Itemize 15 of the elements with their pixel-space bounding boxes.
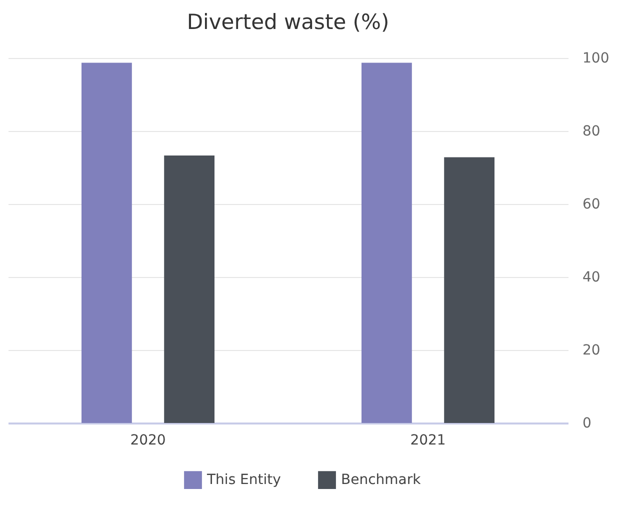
bar xyxy=(82,62,132,423)
chart-title: Diverted waste (%) xyxy=(186,10,390,34)
x-tick-label: 2021 xyxy=(410,432,446,448)
legend-label: Benchmark xyxy=(341,472,422,488)
bar xyxy=(362,62,412,423)
legend-label: This Entity xyxy=(206,472,281,488)
x-tick-label: 2020 xyxy=(130,432,166,448)
bar xyxy=(164,155,214,423)
bar xyxy=(444,157,494,423)
y-tick-label: 0 xyxy=(582,416,592,432)
y-tick-label: 100 xyxy=(582,50,610,66)
y-tick-label: 60 xyxy=(582,196,600,212)
y-tick-label: 40 xyxy=(582,270,600,286)
y-tick-label: 80 xyxy=(582,124,600,140)
y-tick-label: 20 xyxy=(582,342,600,358)
